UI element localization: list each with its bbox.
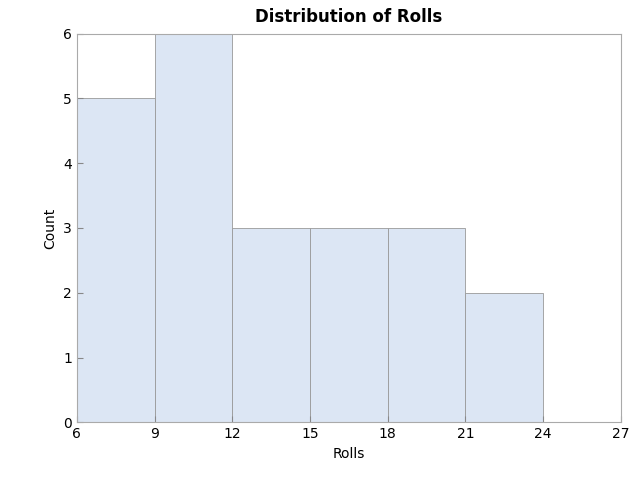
Y-axis label: Count: Count [44,207,58,249]
Bar [232,228,310,422]
Bar [154,34,232,422]
Title: Distribution of Rolls: Distribution of Rolls [255,9,442,26]
Bar [621,358,640,422]
Bar [77,98,154,422]
Bar [310,228,388,422]
X-axis label: Rolls: Rolls [333,447,365,461]
Bar [388,228,465,422]
Bar [465,293,543,422]
